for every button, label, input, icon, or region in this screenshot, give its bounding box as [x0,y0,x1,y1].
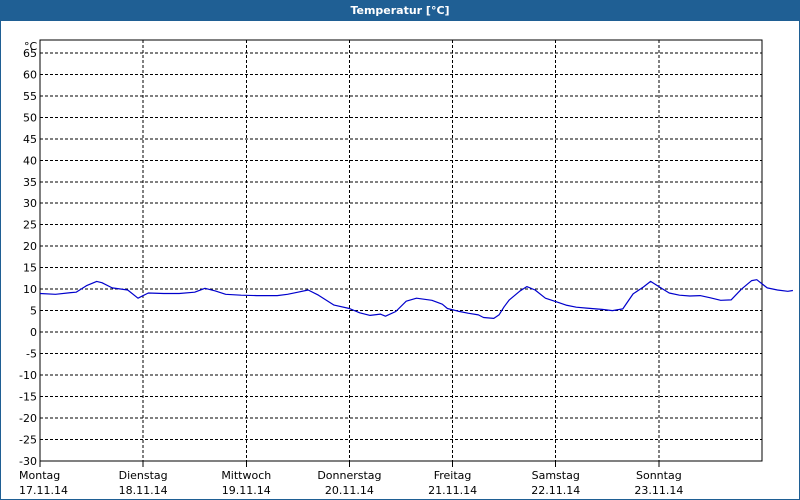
y-tick-label: 5 [30,305,37,318]
y-tick-label: 25 [23,219,37,232]
y-tick-label: 10 [23,283,37,296]
x-tick-date: 22.11.14 [531,484,580,497]
x-tick-day: Samstag [532,469,580,482]
y-unit-label: °C [24,40,38,53]
x-tick-day: Sonntag [636,469,682,482]
x-tick-date: 21.11.14 [428,484,477,497]
plot-border [39,39,763,462]
x-tick-date: 17.11.14 [19,484,68,497]
y-tick-label: -30 [19,455,37,468]
y-tick-label: -20 [19,412,37,425]
y-tick-label: 65 [23,47,37,60]
x-tick-date: 19.11.14 [222,484,271,497]
y-tick-label: -10 [19,369,37,382]
y-tick-label: -15 [19,391,37,404]
y-tick-label: -25 [19,434,37,447]
y-tick-label: 40 [23,154,37,167]
x-tick-day: Dienstag [119,469,168,482]
y-tick-label: -5 [26,348,37,361]
x-tick-day: Freitag [434,469,472,482]
temperature-line [39,279,793,319]
y-tick-label: 55 [23,90,37,103]
chart-title: Temperatur [°C] [1,1,799,21]
y-tick-label: 45 [23,133,37,146]
x-tick-day: Donnerstag [317,469,381,482]
x-tick-date: 18.11.14 [119,484,168,497]
y-tick-label: 20 [23,240,37,253]
x-tick-date: 23.11.14 [634,484,683,497]
y-tick-label: 15 [23,262,37,275]
x-tick-day: Montag [19,469,60,482]
x-tick-day: Mittwoch [221,469,271,482]
y-tick-label: 35 [23,176,37,189]
y-tick-label: 50 [23,111,37,124]
y-tick-label: 0 [30,326,37,339]
y-tick-label: 60 [23,68,37,81]
y-tick-label: 30 [23,197,37,210]
x-tick-date: 20.11.14 [325,484,374,497]
